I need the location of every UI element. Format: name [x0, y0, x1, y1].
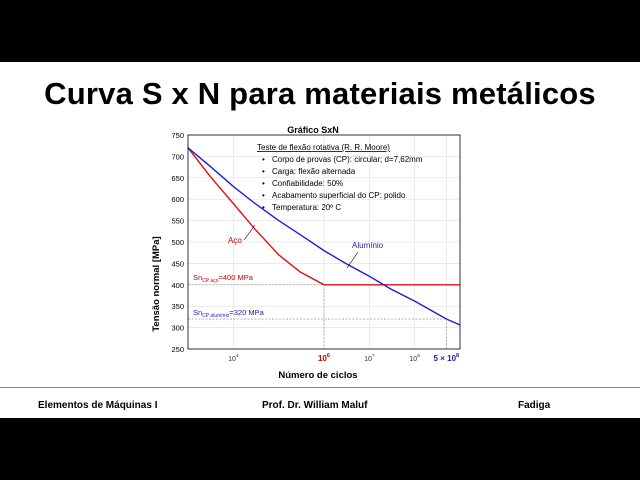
- y-tick-label: 700: [171, 152, 184, 161]
- x-tick-label: 106: [318, 353, 330, 363]
- y-tick-label: 450: [171, 259, 184, 268]
- plot-frame: [187, 134, 461, 350]
- bullet-item: Acabamento superficial do CP: polido: [272, 191, 406, 200]
- y-tick-label: 750: [171, 131, 184, 140]
- bullet-dot: •: [262, 179, 265, 188]
- y-tick-labels: 250 300 350 400 450 500 550 600 650 700 750: [171, 131, 184, 354]
- steel-label-leader: [243, 224, 256, 241]
- bullet-dot: •: [262, 167, 265, 176]
- series-line-0: [187, 147, 460, 286]
- series-lines: [187, 147, 461, 326]
- y-tick-label: 650: [171, 174, 184, 183]
- bullet-item: Corpo de provas (CP): circular; d=7,62mm: [272, 155, 423, 164]
- series-line-1: [187, 147, 461, 326]
- sn-chart: Gráfico SxN 250 300 350 400 450 500 550 600 650 7…: [151, 125, 461, 381]
- bullet-item: Carga: flexão alternada: [272, 167, 356, 176]
- aluminum-label: Alumínio: [352, 241, 384, 250]
- x-tick-labels: 104 107 108 106 5 × 108: [228, 353, 459, 363]
- y-tick-label: 250: [171, 345, 184, 354]
- x-tick-label: 5 × 108: [434, 353, 460, 363]
- annotation-bullets: • Corpo de provas (CP): circular; d=7,62m…: [262, 155, 423, 212]
- slide: Curva S x N para materiais metálicos Grá…: [0, 62, 640, 418]
- bullet-item: Temperatura: 20º C: [272, 203, 341, 212]
- footer-author: Prof. Dr. William Maluf: [262, 400, 368, 411]
- bullet-dot: •: [262, 203, 265, 212]
- y-tick-label: 350: [171, 302, 184, 311]
- y-tick-label: 600: [171, 195, 184, 204]
- x-tick-label: 104: [228, 353, 239, 363]
- sn-aluminum-label: SnCP alumínio=320 MPa: [193, 308, 265, 319]
- x-axis-label: Número de ciclos: [278, 370, 357, 381]
- y-tick-label: 550: [171, 217, 184, 226]
- y-tick-label: 400: [171, 281, 184, 290]
- y-axis-label: Tensão normal [MPa]: [151, 236, 162, 331]
- bullet-dot: •: [262, 155, 265, 164]
- steel-label: Aço: [228, 236, 242, 245]
- y-tick-label: 500: [171, 238, 184, 247]
- annotation-box-title: Teste de flexão rotativa (R. R. Moore): [257, 143, 390, 152]
- x-tick-label: 108: [409, 353, 420, 363]
- x-tick-label: 107: [364, 353, 375, 363]
- footer-topic: Fadiga: [518, 400, 551, 411]
- aluminum-label-leader: [346, 251, 359, 269]
- footer-divider: [0, 387, 640, 388]
- sn-steel-label: SnCP aço=400 MPa: [193, 273, 254, 284]
- footer-course: Elementos de Máquinas I: [38, 400, 158, 411]
- bullet-dot: •: [262, 191, 265, 200]
- reference-lines: [188, 284, 447, 349]
- bullet-item: Confiabilidade: 50%: [272, 179, 343, 188]
- chart-title: Gráfico SxN: [287, 125, 339, 135]
- slide-title: Curva S x N para materiais metálicos: [44, 76, 596, 111]
- y-tick-label: 300: [171, 324, 184, 333]
